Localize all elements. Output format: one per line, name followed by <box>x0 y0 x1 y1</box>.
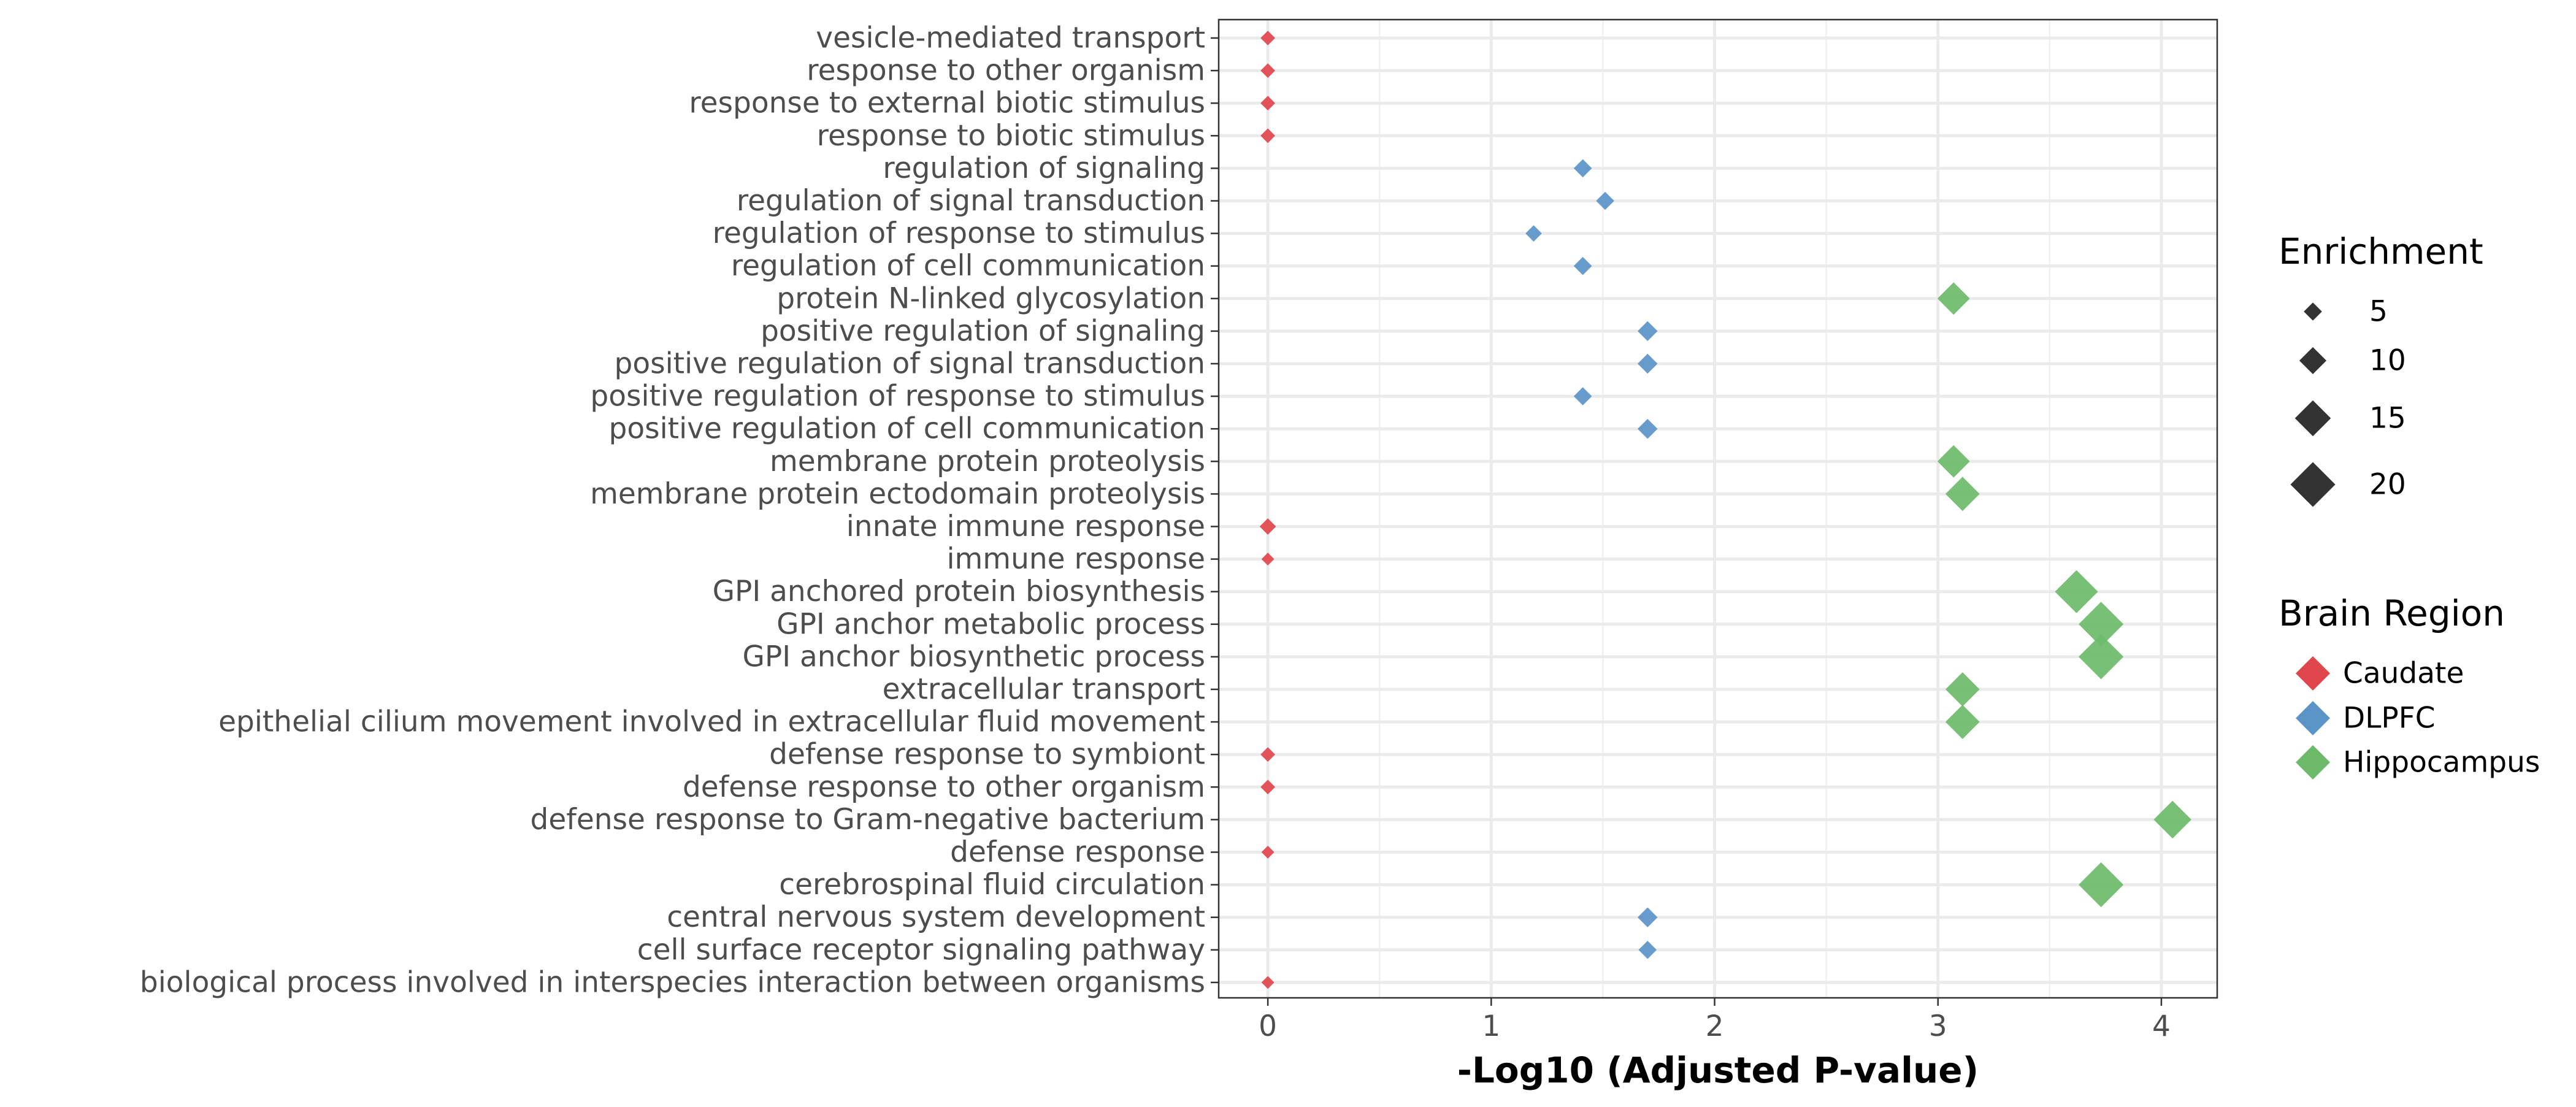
term-label: membrane protein proteolysis <box>770 445 1205 478</box>
color-legend-title: Brain Region <box>2279 592 2505 634</box>
term-label: epithelial cilium movement involved in e… <box>218 705 1205 739</box>
data-point-dlpfc <box>1638 353 1658 374</box>
data-point-hippocampus <box>1945 705 1980 739</box>
term-label: positive regulation of response to stimu… <box>590 380 1205 413</box>
x-tick-label: 2 <box>1706 1009 1724 1043</box>
term-label: extracellular transport <box>883 673 1205 707</box>
data-point-hippocampus <box>2079 862 2124 908</box>
x-axis-title: -Log10 (Adjusted P-value) <box>1457 1049 1979 1091</box>
plot-panel-background <box>1219 20 2217 998</box>
data-point-hippocampus <box>1937 445 1970 478</box>
term-label: cerebrospinal fluid circulation <box>779 868 1205 902</box>
color-legend-label: DLPFC <box>2343 702 2436 735</box>
term-label: positive regulation of signaling <box>761 314 1205 348</box>
size-legend-key <box>2290 462 2336 507</box>
size-legend-label: 20 <box>2369 468 2406 502</box>
term-label: immune response <box>946 542 1205 576</box>
term-label: defense response to other organism <box>683 770 1205 804</box>
data-point-dlpfc <box>1525 225 1542 242</box>
grid-layer <box>1219 20 2217 998</box>
term-label: membrane protein ectodomain proteolysis <box>590 477 1205 511</box>
data-point-caudate <box>1261 846 1275 859</box>
data-point-dlpfc <box>1638 907 1658 927</box>
data-point-hippocampus <box>2079 634 2124 680</box>
term-label: innate immune response <box>846 510 1205 543</box>
color-legend-label: Hippocampus <box>2343 746 2540 779</box>
color-legend-key-dlpfc <box>2296 701 2330 735</box>
term-label: response to other organism <box>807 54 1205 88</box>
size-legend-label: 15 <box>2369 402 2406 435</box>
legend: Enrichment 5 10 15 20 Brain Region Caudate DLPF… <box>2279 231 2540 779</box>
data-point-dlpfc <box>1596 191 1614 210</box>
data-point-hippocampus <box>2079 602 2124 647</box>
data-point-hippocampus <box>1945 672 1980 707</box>
size-legend-title: Enrichment <box>2279 231 2483 272</box>
data-point-caudate <box>1260 31 1276 45</box>
term-label: GPI anchor biosynthetic process <box>742 640 1205 673</box>
data-point-dlpfc <box>1573 256 1592 275</box>
data-point-caudate <box>1259 518 1276 535</box>
term-label: protein N-linked glycosylation <box>776 282 1205 315</box>
term-label: regulation of cell communication <box>731 249 1205 283</box>
x-tick-label: 3 <box>1929 1009 1947 1043</box>
data-point-caudate <box>1260 747 1276 762</box>
size-legend-key <box>2304 302 2322 321</box>
term-label: defense response to Gram-negative bacter… <box>531 803 1205 837</box>
term-label: regulation of signal transduction <box>737 184 1205 218</box>
data-point-dlpfc <box>1638 418 1658 439</box>
term-label: cell surface receptor signaling pathway <box>637 933 1205 967</box>
term-label: GPI anchor metabolic process <box>776 607 1205 641</box>
x-axis: 0 1 2 3 4 <box>1259 998 2171 1043</box>
data-point-hippocampus <box>1945 477 1980 511</box>
term-label: positive regulation of cell communicatio… <box>609 412 1205 446</box>
term-label: GPI anchored protein biosynthesis <box>713 575 1205 608</box>
data-point-dlpfc <box>1638 321 1658 342</box>
size-legend-key <box>2299 347 2327 375</box>
term-label: positive regulation of signal transducti… <box>615 347 1205 381</box>
data-point-hippocampus <box>2055 570 2098 613</box>
term-label: regulation of response to stimulus <box>713 216 1205 250</box>
term-label: central nervous system development <box>667 900 1205 934</box>
data-point-dlpfc <box>1638 941 1657 959</box>
data-point-caudate <box>1260 779 1276 795</box>
size-legend-label: 10 <box>2369 344 2406 378</box>
color-legend-key-caudate <box>2296 656 2330 691</box>
data-point-hippocampus <box>2153 800 2191 839</box>
term-label: response to biotic stimulus <box>817 119 1205 153</box>
data-point-caudate <box>1260 63 1276 78</box>
color-legend-label: Caudate <box>2343 657 2464 691</box>
x-tick-label: 4 <box>2152 1009 2171 1043</box>
data-point-hippocampus <box>1937 282 1970 315</box>
term-label: response to external biotic stimulus <box>689 86 1205 120</box>
color-legend-key-hippocampus <box>2296 745 2330 779</box>
data-point-caudate <box>1261 976 1275 989</box>
data-point-dlpfc <box>1573 159 1592 178</box>
data-point-caudate <box>1260 128 1276 144</box>
data-point-dlpfc <box>1573 387 1592 405</box>
x-tick-label: 0 <box>1259 1009 1277 1043</box>
term-label: defense response <box>950 835 1205 869</box>
size-legend-label: 5 <box>2369 295 2388 329</box>
data-points <box>1259 31 2191 989</box>
size-legend-key <box>2294 400 2331 437</box>
term-label: biological process involved in interspec… <box>140 965 1205 999</box>
data-point-caudate <box>1260 96 1276 111</box>
term-label: defense response to symbiont <box>769 738 1205 772</box>
term-label: vesicle-mediated transport <box>816 21 1205 55</box>
x-tick-label: 1 <box>1482 1009 1500 1043</box>
data-point-caudate <box>1261 553 1275 566</box>
plot-panel-border <box>1217 18 2218 999</box>
term-label: regulation of signaling <box>883 151 1205 185</box>
